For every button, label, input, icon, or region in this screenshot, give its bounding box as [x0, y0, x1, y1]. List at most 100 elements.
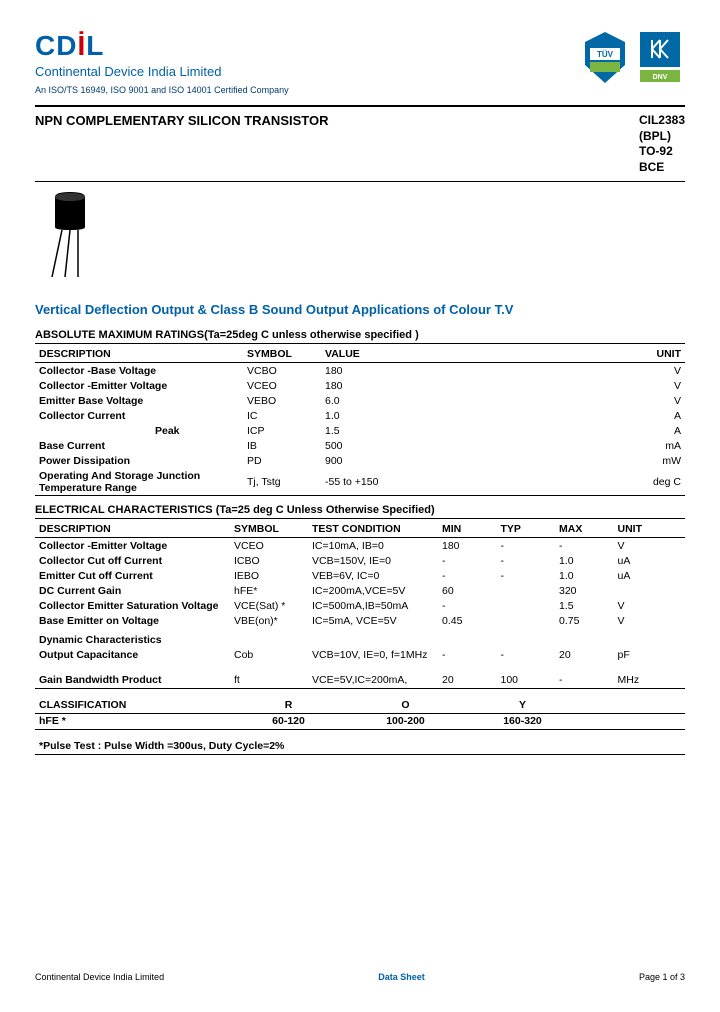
title-bar: NPN COMPLEMENTARY SILICON TRANSISTOR CIL… — [35, 105, 685, 182]
cell: mA — [620, 438, 685, 453]
cell: - — [438, 598, 497, 613]
cell: Collector Current — [35, 408, 243, 423]
cell: IC=5mA, VCE=5V — [308, 613, 438, 628]
dyn-header: Dynamic Characteristics — [35, 628, 685, 648]
part-line: TO-92 — [639, 144, 685, 160]
cell: - — [497, 553, 556, 568]
cert-text: An ISO/TS 16949, ISO 9001 and ISO 14001 … — [35, 85, 289, 95]
cell: Gain Bandwidth Product — [35, 673, 230, 688]
cell: V — [614, 613, 686, 628]
col-header: MAX — [555, 521, 614, 538]
table-row: Collector -Emitter Voltage VCEO 180 V — [35, 378, 685, 393]
pulse-note: *Pulse Test : Pulse Width =300us, Duty C… — [35, 738, 685, 755]
cell: - — [438, 648, 497, 663]
table-row: Output Capacitance Cob VCB=10V, IE=0, f=… — [35, 648, 685, 663]
cert-badges: TÜV DNV — [580, 30, 685, 85]
cell: IC=500mA,IB=50mA — [308, 598, 438, 613]
footer-center: Data Sheet — [378, 972, 425, 982]
cell: 160-320 — [464, 713, 581, 729]
cell: - — [438, 568, 497, 583]
application-title: Vertical Deflection Output & Class B Sou… — [35, 302, 685, 317]
col-header: TEST CONDITION — [308, 521, 438, 538]
cell: 1.5 — [555, 598, 614, 613]
cell: pF — [614, 648, 686, 663]
footer-left: Continental Device India Limited — [35, 972, 164, 982]
amr-table: DESCRIPTION SYMBOL VALUE UNIT Collector … — [35, 346, 685, 496]
cell: MHz — [614, 673, 686, 688]
cell: 1.0 — [555, 553, 614, 568]
table-row: Emitter Base Voltage VEBO 6.0 V — [35, 393, 685, 408]
cell: Tj, Tstg — [243, 468, 321, 495]
table-row: Base Emitter on Voltage VBE(on)* IC=5mA,… — [35, 613, 685, 628]
cell: VBE(on)* — [230, 613, 308, 628]
part-info: CIL2383 (BPL) TO-92 BCE — [639, 113, 685, 175]
table-row: Collector -Base Voltage VCBO 180 V — [35, 363, 685, 379]
part-line: CIL2383 — [639, 113, 685, 129]
table-row: Gain Bandwidth Product ft VCE=5V,IC=200m… — [35, 673, 685, 688]
cell: 1.5 — [321, 423, 412, 438]
table-row: Base Current IB 500 mA — [35, 438, 685, 453]
col-header: CLASSIFICATION — [35, 697, 230, 714]
col-header: DESCRIPTION — [35, 521, 230, 538]
cell — [497, 583, 556, 598]
cell: IC=200mA,VCE=5V — [308, 583, 438, 598]
cell: 180 — [321, 363, 412, 379]
cell: 0.75 — [555, 613, 614, 628]
cell — [497, 598, 556, 613]
col-header: R — [230, 697, 347, 714]
cell: 320 — [555, 583, 614, 598]
table-row: Operating And Storage Junction Temperatu… — [35, 468, 685, 495]
cell: - — [497, 568, 556, 583]
cell: 180 — [438, 538, 497, 554]
cell: Collector -Emitter Voltage — [35, 538, 230, 554]
cell: 20 — [555, 648, 614, 663]
cell: V — [620, 393, 685, 408]
cell: 900 — [321, 453, 412, 468]
amr-header: ABSOLUTE MAXIMUM RATINGS(Ta=25deg C unle… — [35, 329, 685, 344]
elec-header: ELECTRICAL CHARACTERISTICS (Ta=25 deg C … — [35, 504, 685, 519]
svg-text:DNV: DNV — [653, 74, 668, 81]
company-name: Continental Device India Limited — [35, 64, 289, 79]
cell: VCB=10V, IE=0, f=1MHz — [308, 648, 438, 663]
tuv-badge-icon: TÜV — [580, 30, 630, 85]
cell — [614, 583, 686, 598]
logo: CDİL — [35, 30, 289, 62]
cell: 1.0 — [321, 408, 412, 423]
cell: mW — [620, 453, 685, 468]
cell: Collector Emitter Saturation Voltage — [35, 598, 230, 613]
cell: ICP — [243, 423, 321, 438]
cell: - — [555, 673, 614, 688]
cell: A — [620, 408, 685, 423]
table-row: Peak ICP 1.5 A — [35, 423, 685, 438]
cell: Collector -Emitter Voltage — [35, 378, 243, 393]
col-header: VALUE — [321, 346, 412, 363]
doc-title: NPN COMPLEMENTARY SILICON TRANSISTOR — [35, 113, 328, 175]
cell: VEBO — [243, 393, 321, 408]
cell: Base Current — [35, 438, 243, 453]
cell: V — [620, 363, 685, 379]
cell: 100 — [497, 673, 556, 688]
cell: - — [497, 538, 556, 554]
cell: - — [497, 648, 556, 663]
cell: - — [438, 553, 497, 568]
cell: Emitter Cut off Current — [35, 568, 230, 583]
cell: IB — [243, 438, 321, 453]
col-header: Y — [464, 697, 581, 714]
cell: deg C — [620, 468, 685, 495]
cell — [497, 613, 556, 628]
part-line: (BPL) — [639, 129, 685, 145]
table-row: Collector -Emitter Voltage VCEO IC=10mA,… — [35, 538, 685, 554]
cell: PD — [243, 453, 321, 468]
cell: -55 to +150 — [321, 468, 412, 495]
page-footer: Continental Device India Limited Data Sh… — [35, 972, 685, 982]
cell: 6.0 — [321, 393, 412, 408]
cell: V — [614, 598, 686, 613]
cell: DC Current Gain — [35, 583, 230, 598]
cell: VCE(Sat) * — [230, 598, 308, 613]
cell: ICBO — [230, 553, 308, 568]
class-table: CLASSIFICATION R O Y hFE * 60-120 100-20… — [35, 697, 685, 730]
cell: 60 — [438, 583, 497, 598]
cell: VCB=150V, IE=0 — [308, 553, 438, 568]
logo-area: CDİL Continental Device India Limited An… — [35, 30, 289, 95]
col-header: O — [347, 697, 464, 714]
